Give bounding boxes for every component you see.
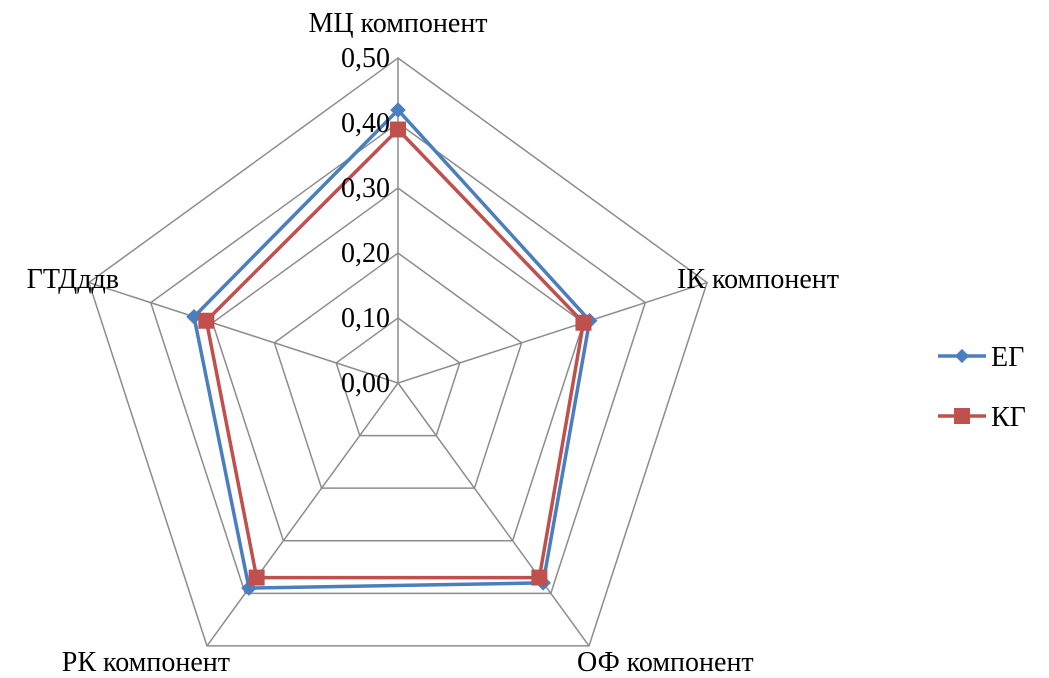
axis-spoke-4 <box>88 281 399 384</box>
series-line-1 <box>204 127 586 580</box>
grid-ring-1 <box>335 317 461 437</box>
tick-label-1: 0,10 <box>341 303 390 334</box>
series-layer <box>186 102 598 596</box>
axis-spoke-2 <box>397 382 590 647</box>
tick-label-4: 0,40 <box>341 108 390 139</box>
category-label-4: ГТДддв <box>27 264 119 295</box>
category-label-2: ОФ компонент <box>577 647 754 678</box>
data-point-s1-2 <box>531 569 548 586</box>
category-labels: МЦ компонент ІК компонент ОФ компонент РК к… <box>27 8 839 678</box>
category-label-0: МЦ компонент <box>308 8 487 39</box>
data-point-s0-4 <box>186 308 202 325</box>
legend-marker-diamond <box>954 348 970 364</box>
legend-marker-square <box>954 408 970 424</box>
legend-item-kg: КГ <box>938 402 1026 433</box>
legend-label-eg: ЕГ <box>991 342 1024 373</box>
data-point-s1-3 <box>248 569 265 586</box>
series-line-0 <box>192 108 592 590</box>
grid-ring-3 <box>211 187 585 542</box>
axis-spoke-1 <box>397 281 708 384</box>
category-label-1: ІК компонент <box>677 264 839 295</box>
tick-label-3: 0,30 <box>341 173 390 204</box>
grid-ring-5 <box>88 57 708 647</box>
tick-label-5: 0,50 <box>341 43 390 74</box>
data-point-s1-4 <box>198 312 215 329</box>
data-point-s1-0 <box>390 121 406 138</box>
legend: ЕГ КГ <box>938 342 1026 433</box>
legend-item-eg: ЕГ <box>938 342 1024 373</box>
tick-labels: 0,00 0,10 0,20 0,30 0,40 0,50 <box>341 43 390 399</box>
grid-ring-4 <box>149 122 647 595</box>
data-point-s1-1 <box>575 314 592 331</box>
category-label-3: РК компонент <box>62 647 230 678</box>
grid-layer <box>88 57 708 647</box>
legend-label-kg: КГ <box>991 402 1026 433</box>
grid-ring-2 <box>273 252 523 489</box>
tick-label-0: 0,00 <box>341 368 390 399</box>
axis-spoke-3 <box>206 382 399 647</box>
tick-label-2: 0,20 <box>341 238 390 269</box>
